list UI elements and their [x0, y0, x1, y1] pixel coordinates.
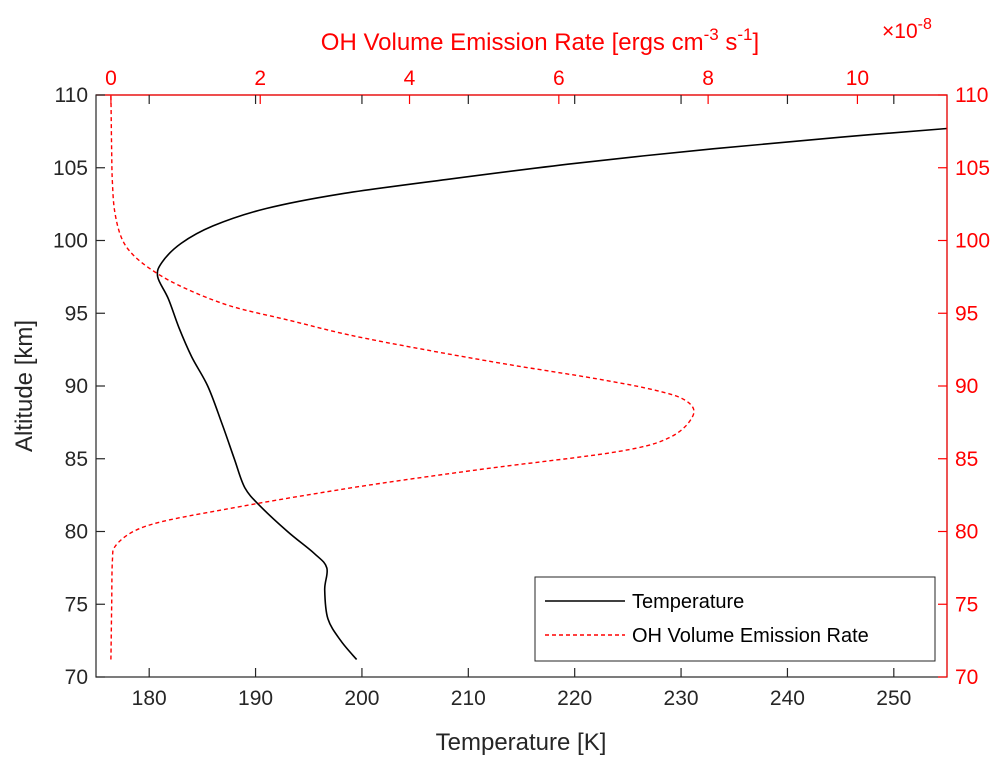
- y-left-tick-label: 75: [65, 593, 88, 616]
- x-top-tick-label: 2: [254, 67, 266, 90]
- y-left-tick-label: 90: [65, 375, 88, 398]
- legend-label-temperature: Temperature: [632, 591, 744, 613]
- x-top-title-sup1: -3: [704, 25, 719, 44]
- y-left-tick-label: 100: [53, 230, 88, 253]
- y-right-tick-label: 95: [955, 302, 978, 325]
- legend-label-emission: OH Volume Emission Rate: [632, 625, 869, 647]
- x-top-title-main: OH Volume Emission Rate [ergs cm: [321, 29, 704, 56]
- x-top-tick-label: 10: [846, 67, 869, 90]
- x-top-tick-label: 8: [702, 67, 714, 90]
- y-right-tick-label: 70: [955, 666, 978, 689]
- x-bottom-tick-label: 210: [451, 687, 486, 710]
- x-top-title-sup2: -1: [737, 25, 752, 44]
- y-right-tick-label: 105: [955, 157, 990, 180]
- x-bottom-tick-label: 200: [344, 687, 379, 710]
- x-top-title-mid: s: [719, 29, 738, 56]
- y-left-tick-label: 70: [65, 666, 88, 689]
- x-top-tick-label: 6: [553, 67, 565, 90]
- legend-box: [534, 576, 936, 662]
- y-left-tick-label: 80: [65, 521, 88, 544]
- x-top-exponent: ×10-8: [882, 16, 932, 43]
- y-left-tick-label: 110: [55, 84, 88, 107]
- y-left-tick-label: 85: [65, 448, 88, 471]
- x-top-title-end: ]: [753, 29, 760, 56]
- series-line-emission: [110, 94, 695, 660]
- x-top-exponent-power: -8: [918, 16, 932, 33]
- x-bottom-tick-label: 190: [238, 687, 273, 710]
- tick-layer: 180 190 200 210 220 230 240 250 0 2 4 6 8 10 70 75 80 85 9…: [53, 67, 990, 710]
- x-bottom-tick-label: 250: [876, 687, 911, 710]
- series-layer: [110, 94, 948, 661]
- y-left-tick-label: 95: [65, 302, 88, 325]
- x-top-exponent-prefix: ×10: [882, 20, 918, 43]
- series-line-temperature: [156, 127, 948, 661]
- x-top-tick-label: 4: [404, 67, 416, 90]
- x-top-axis-title: OH Volume Emission Rate [ergs cm-3 s-1]: [321, 25, 759, 56]
- x-bottom-tick-label: 230: [664, 687, 699, 710]
- y-left-tick-label: 105: [53, 157, 88, 180]
- x-top-tick-label: 0: [105, 67, 117, 90]
- y-right-tick-label: 85: [955, 448, 978, 471]
- y-right-tick-label: 80: [955, 521, 978, 544]
- x-bottom-tick-label: 220: [557, 687, 592, 710]
- x-bottom-tick-label: 240: [770, 687, 805, 710]
- y-right-tick-label: 110: [955, 84, 988, 107]
- legend: Temperature OH Volume Emission Rate: [534, 576, 936, 662]
- y-right-tick-label: 100: [955, 230, 990, 253]
- y-right-tick-label: 75: [955, 593, 978, 616]
- x-bottom-tick-label: 180: [132, 687, 167, 710]
- y-right-tick-label: 90: [955, 375, 978, 398]
- y-left-axis-title: Altitude [km]: [11, 320, 38, 452]
- x-bottom-axis-title: Temperature [K]: [436, 729, 607, 756]
